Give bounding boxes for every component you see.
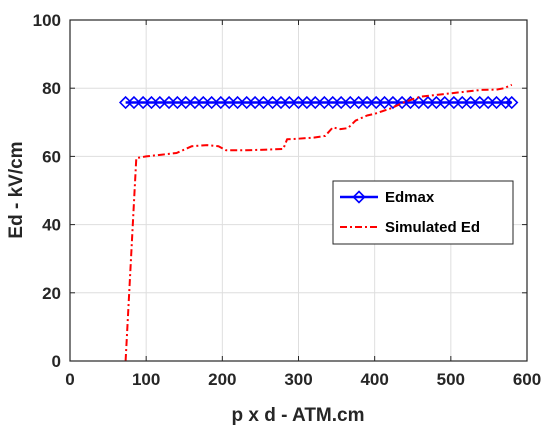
- data-point: [489, 95, 504, 110]
- y-tick-label: 80: [42, 79, 61, 98]
- data-point: [127, 95, 141, 110]
- ticks: 0 100 200 300 400 500 600 0 20 40 60 80 100: [33, 11, 542, 389]
- data-point: [282, 95, 296, 110]
- x-tick-label: 400: [360, 370, 388, 389]
- data-point: [179, 95, 193, 110]
- data-point: [230, 95, 245, 110]
- y-tick-label: 100: [33, 11, 61, 30]
- data-point: [360, 95, 374, 110]
- series-layer: [118, 83, 519, 362]
- series-line-simulated-ed: [124, 83, 513, 362]
- x-tick-label: 600: [513, 370, 541, 389]
- data-point: [499, 95, 513, 110]
- data-point: [464, 95, 478, 110]
- x-tick-label: 0: [65, 370, 74, 389]
- x-tick-label: 300: [284, 370, 312, 389]
- data-point: [308, 95, 322, 110]
- data-point: [205, 95, 219, 110]
- legend-marker: [352, 190, 366, 204]
- y-tick-label: 0: [52, 352, 61, 371]
- y-axis-label: Ed - kV/cm: [6, 141, 27, 238]
- data-point: [438, 95, 452, 110]
- legend-entry: Edmax: [385, 189, 435, 206]
- data-point: [386, 95, 400, 110]
- data-point: [256, 95, 271, 110]
- x-tick-label: 200: [208, 370, 236, 389]
- y-tick-label: 40: [42, 216, 61, 235]
- data-point: [334, 95, 348, 110]
- legend: Edmax Simulated Ed: [332, 180, 514, 245]
- legend-entry: Simulated Ed: [385, 219, 480, 236]
- legend-box: [332, 180, 514, 245]
- data-point: [153, 95, 167, 110]
- y-tick-label: 60: [42, 147, 61, 166]
- x-axis-label: p x d - ATM.cm: [232, 405, 365, 426]
- y-tick-label: 20: [42, 284, 61, 303]
- data-point: [505, 95, 519, 110]
- x-tick-label: 100: [132, 370, 160, 389]
- data-point: [412, 95, 426, 110]
- x-tick-label: 500: [437, 370, 465, 389]
